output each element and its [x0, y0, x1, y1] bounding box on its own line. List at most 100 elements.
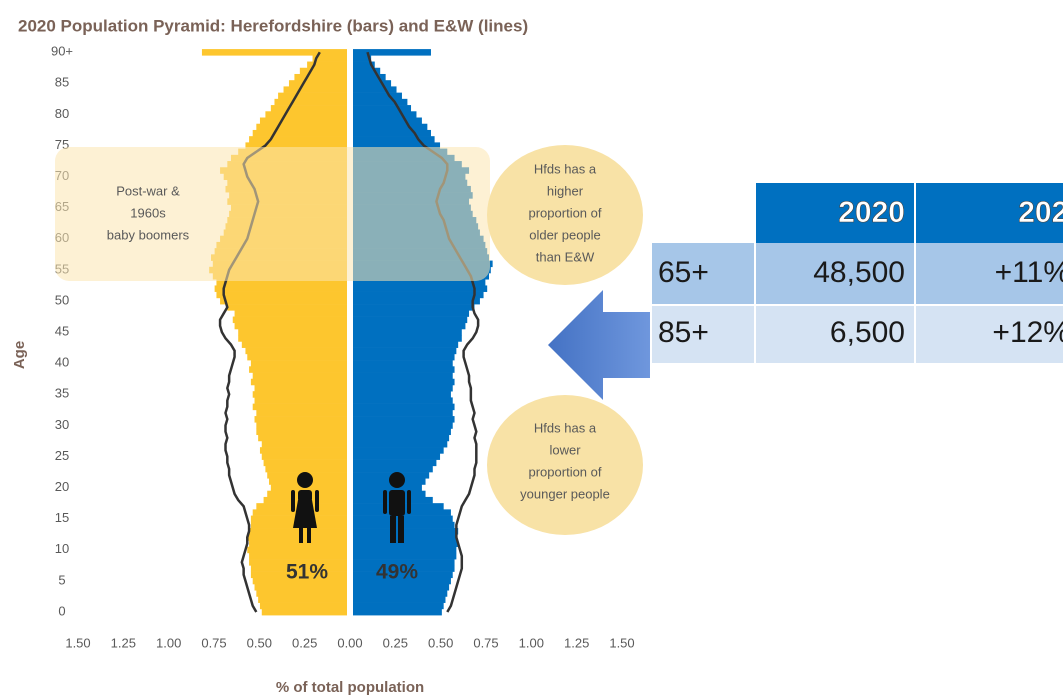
- table-cell: +11%: [995, 256, 1063, 289]
- table-row: [652, 305, 1063, 363]
- bar: [250, 378, 347, 386]
- bar: [353, 49, 431, 56]
- x-tick-label: 0.25: [292, 635, 317, 650]
- bar: [353, 80, 392, 87]
- annotation: proportion of: [529, 205, 602, 220]
- bar: [353, 590, 448, 597]
- bar: [265, 465, 347, 473]
- x-tick-label: 1.50: [65, 635, 90, 650]
- y-tick-label: 5: [58, 572, 65, 587]
- bar: [254, 584, 347, 591]
- bar: [252, 372, 347, 380]
- bar: [353, 403, 455, 411]
- bar: [353, 565, 455, 572]
- share-label: 51%: [286, 561, 328, 584]
- bar: [256, 409, 347, 417]
- share-label: 49%: [376, 561, 418, 584]
- bar: [353, 279, 486, 286]
- x-tick-label: 1.25: [564, 635, 589, 650]
- bar: [353, 341, 459, 348]
- bar: [353, 105, 412, 112]
- bar: [249, 559, 347, 566]
- bar: [353, 571, 453, 579]
- bar: [353, 552, 457, 560]
- bar: [353, 98, 408, 106]
- table-cell: 48,500: [813, 256, 905, 289]
- y-tick-label: 40: [55, 355, 69, 370]
- bar: [299, 67, 347, 75]
- bar: [227, 304, 347, 311]
- x-tick-label: 0.75: [473, 635, 498, 650]
- bar: [312, 55, 347, 62]
- bar: [201, 49, 347, 56]
- plot: 1.50 1.25 1.00 0.75 0.50 0.25 0.00 0.25 0.50 0.75…: [51, 44, 635, 651]
- bar: [238, 328, 347, 336]
- bar: [353, 459, 437, 467]
- bar: [238, 335, 347, 342]
- bar: [270, 484, 347, 492]
- x-tick-label: 1.25: [111, 635, 136, 650]
- annotation: baby boomers: [107, 227, 190, 242]
- bar: [252, 391, 347, 398]
- y-tick-label: 80: [55, 106, 69, 121]
- table-row: [652, 243, 1063, 305]
- bar: [353, 366, 455, 373]
- bar: [353, 422, 453, 429]
- bar: [353, 117, 422, 125]
- bar: [353, 353, 455, 361]
- bar: [353, 328, 462, 336]
- bar: [247, 534, 347, 541]
- bar: [256, 590, 347, 597]
- bar: [249, 366, 347, 373]
- bar: [274, 98, 347, 106]
- female-icon: [291, 472, 319, 543]
- bar: [294, 73, 347, 81]
- bar: [353, 440, 448, 448]
- annotation: higher: [547, 183, 584, 198]
- bar: [353, 559, 455, 566]
- y-tick-label: 45: [55, 324, 69, 339]
- bar: [353, 534, 457, 541]
- x-tick-label: 1.00: [519, 635, 544, 650]
- annotation: than E&W: [536, 249, 595, 264]
- bar: [288, 80, 347, 87]
- chart-title: 2020 Population Pyramid: Herefordshire (…: [18, 16, 528, 35]
- bar: [216, 279, 347, 286]
- bar: [232, 316, 347, 324]
- bar: [252, 129, 347, 137]
- bar: [353, 409, 453, 417]
- bar: [254, 384, 347, 392]
- line: [218, 51, 321, 613]
- bar: [254, 397, 347, 404]
- annotation: older people: [529, 227, 601, 242]
- y-tick-label: 30: [55, 417, 69, 432]
- bar: [353, 316, 468, 324]
- bar: [214, 285, 347, 292]
- x-tick-label: 0.25: [383, 635, 408, 650]
- bar: [247, 546, 347, 554]
- y-tick-label: 50: [55, 292, 69, 307]
- bar: [307, 61, 347, 69]
- bar: [353, 577, 451, 585]
- bar: [234, 310, 347, 317]
- bar: [353, 61, 375, 69]
- bar: [353, 584, 450, 591]
- bar: [234, 322, 347, 330]
- bar: [353, 297, 480, 305]
- bar: [353, 447, 444, 454]
- bar: [270, 105, 347, 112]
- bar: [250, 571, 347, 579]
- bar: [249, 136, 347, 143]
- y-tick-label: 90+: [51, 44, 73, 59]
- y-tick-label: 20: [55, 479, 69, 494]
- x-tick-label: 0.50: [247, 635, 272, 650]
- bar: [353, 92, 402, 100]
- bar: [263, 459, 347, 467]
- bar: [353, 397, 453, 404]
- bar: [353, 129, 431, 137]
- bar: [261, 440, 347, 448]
- bar: [256, 422, 347, 429]
- highlight-band: [55, 147, 490, 281]
- bar: [353, 360, 453, 367]
- bar: [353, 416, 455, 423]
